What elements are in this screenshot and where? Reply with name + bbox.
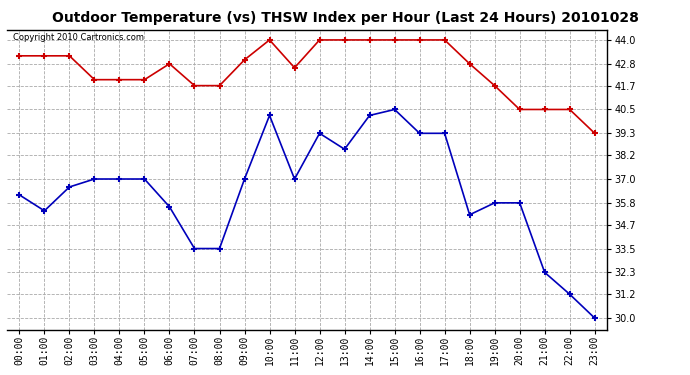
- Text: Copyright 2010 Cartronics.com: Copyright 2010 Cartronics.com: [13, 33, 144, 42]
- Text: Outdoor Temperature (vs) THSW Index per Hour (Last 24 Hours) 20101028: Outdoor Temperature (vs) THSW Index per …: [52, 11, 638, 25]
